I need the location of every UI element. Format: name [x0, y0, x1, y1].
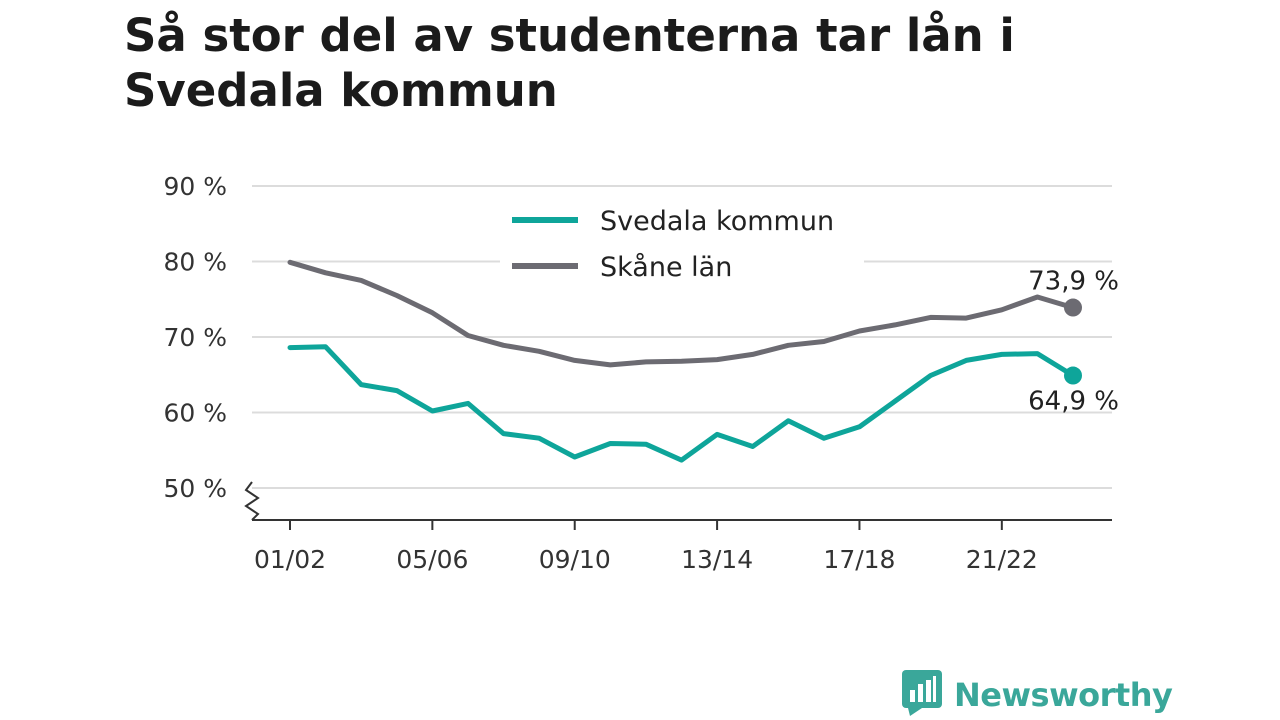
- newsworthy-logo-icon: [902, 670, 942, 720]
- x-tick-label: 09/10: [539, 545, 611, 574]
- y-tick-label: 70 %: [163, 323, 227, 352]
- y-tick-label: 80 %: [163, 248, 227, 277]
- x-tick-label: 17/18: [823, 545, 895, 574]
- y-tick-label: 60 %: [163, 399, 227, 428]
- x-tick-label: 01/02: [254, 545, 326, 574]
- end-labels: 73,9 % 64,9 %: [1028, 267, 1119, 417]
- series-line-svedala: [287, 344, 1076, 463]
- y-tick-label: 50 %: [163, 474, 227, 503]
- legend: Svedala kommun Skåne län: [500, 198, 864, 288]
- x-tick-label: 05/06: [396, 545, 468, 574]
- axes: 50 % 60 % 70 % 80 % 90 % 01/02 05/06 09/10 13/14…: [163, 172, 1112, 574]
- brand[interactable]: Newsworthy: [902, 670, 1173, 720]
- legend-label-svedala: Svedala kommun: [600, 206, 834, 237]
- grid-lines: [252, 185, 1112, 489]
- legend-label-skane: Skåne län: [600, 252, 732, 283]
- series-layer: [287, 259, 1082, 463]
- brand-name: Newsworthy: [954, 676, 1173, 714]
- y-tick-label: 90 %: [163, 172, 227, 201]
- series-endpoint-skane: [1064, 298, 1082, 317]
- axis-break-icon: [244, 481, 260, 521]
- series-line-skane: [287, 259, 1076, 368]
- end-label-skane: 73,9 %: [1028, 267, 1119, 297]
- series-endpoint-svedala: [1064, 366, 1082, 385]
- x-tick-label: 21/22: [966, 545, 1038, 574]
- end-label-svedala: 64,9 %: [1028, 387, 1119, 417]
- chart-title: Så stor del av studenterna tar lån i Sve…: [124, 9, 1015, 117]
- x-tick-label: 13/14: [681, 545, 753, 574]
- legend-background: [500, 198, 864, 288]
